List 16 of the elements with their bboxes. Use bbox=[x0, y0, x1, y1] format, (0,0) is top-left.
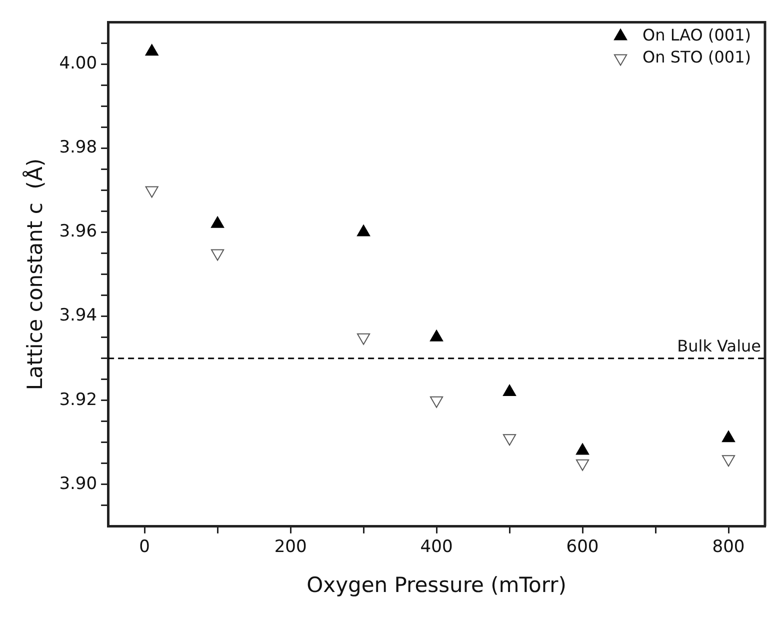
x-tick-label: 800 bbox=[712, 537, 745, 558]
legend-label: On LAO (001) bbox=[642, 25, 751, 44]
y-tick-label: 4.00 bbox=[59, 54, 98, 74]
x-tick-label: 200 bbox=[274, 537, 307, 558]
y-tick-label: 3.90 bbox=[59, 474, 98, 494]
x-axis-title: Oxygen Pressure (mTorr) bbox=[306, 572, 566, 597]
y-tick-label: 3.94 bbox=[59, 306, 98, 326]
legend-label: On STO (001) bbox=[642, 47, 751, 66]
x-tick-label: 0 bbox=[139, 537, 150, 558]
y-tick-label: 3.96 bbox=[59, 222, 98, 242]
x-tick-label: 600 bbox=[566, 537, 599, 558]
x-tick-label: 400 bbox=[420, 537, 453, 558]
y-axis-title: Lattice constant c (Å) bbox=[22, 158, 48, 390]
y-tick-label: 3.98 bbox=[59, 138, 98, 158]
ref-line-label: Bulk Value bbox=[677, 336, 761, 356]
y-tick-label: 3.92 bbox=[59, 390, 98, 410]
